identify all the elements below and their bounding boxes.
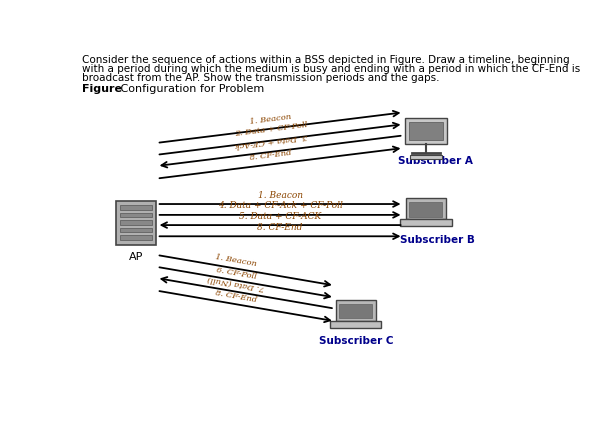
FancyBboxPatch shape	[120, 235, 152, 240]
Text: 1. Beacon: 1. Beacon	[215, 254, 257, 269]
FancyBboxPatch shape	[120, 220, 152, 225]
FancyBboxPatch shape	[409, 202, 443, 217]
Text: broadcast from the AP. Show the transmission periods and the gaps.: broadcast from the AP. Show the transmis…	[83, 73, 440, 83]
Text: 8. CF-End: 8. CF-End	[257, 223, 303, 232]
Text: 4. Data + CF-Ack + CF-Poll: 4. Data + CF-Ack + CF-Poll	[218, 202, 343, 210]
Text: Subscriber B: Subscriber B	[400, 235, 475, 245]
Text: 7. Data (Null): 7. Data (Null)	[207, 274, 265, 292]
Text: Figure: Figure	[83, 84, 122, 94]
Text: 1. Beacon: 1. Beacon	[257, 191, 303, 200]
FancyBboxPatch shape	[120, 213, 152, 217]
Text: 6. CF-Poll: 6. CF-Poll	[216, 265, 257, 280]
Text: Subscriber C: Subscriber C	[318, 336, 393, 347]
FancyBboxPatch shape	[330, 321, 382, 328]
FancyBboxPatch shape	[120, 228, 152, 232]
Text: Consider the sequence of actions within a BSS depicted in Figure. Draw a timelin: Consider the sequence of actions within …	[83, 55, 570, 65]
FancyBboxPatch shape	[116, 201, 156, 245]
FancyBboxPatch shape	[339, 303, 373, 318]
Text: 5. Data + CF-ACK: 5. Data + CF-ACK	[239, 212, 321, 220]
FancyBboxPatch shape	[406, 198, 446, 219]
FancyBboxPatch shape	[400, 219, 452, 226]
FancyBboxPatch shape	[405, 118, 447, 144]
Text: with a period during which the medium is busy and ending with a period in which : with a period during which the medium is…	[83, 64, 581, 74]
Text: 2. Data + CF-Poll: 2. Data + CF-Poll	[234, 121, 308, 138]
Text: 1. Beacon: 1. Beacon	[250, 113, 292, 126]
Text: 8. CF-End: 8. CF-End	[249, 149, 292, 161]
FancyBboxPatch shape	[336, 300, 376, 321]
FancyBboxPatch shape	[409, 122, 443, 140]
FancyBboxPatch shape	[120, 206, 152, 210]
Text: 3. Data + CF-Ack: 3. Data + CF-Ack	[234, 132, 308, 149]
Text: AP: AP	[129, 251, 144, 262]
Text: Configuration for Problem: Configuration for Problem	[118, 84, 265, 94]
Text: Subscriber A: Subscriber A	[398, 157, 473, 167]
FancyBboxPatch shape	[409, 155, 442, 159]
Text: 8. CF-End: 8. CF-End	[215, 289, 258, 304]
